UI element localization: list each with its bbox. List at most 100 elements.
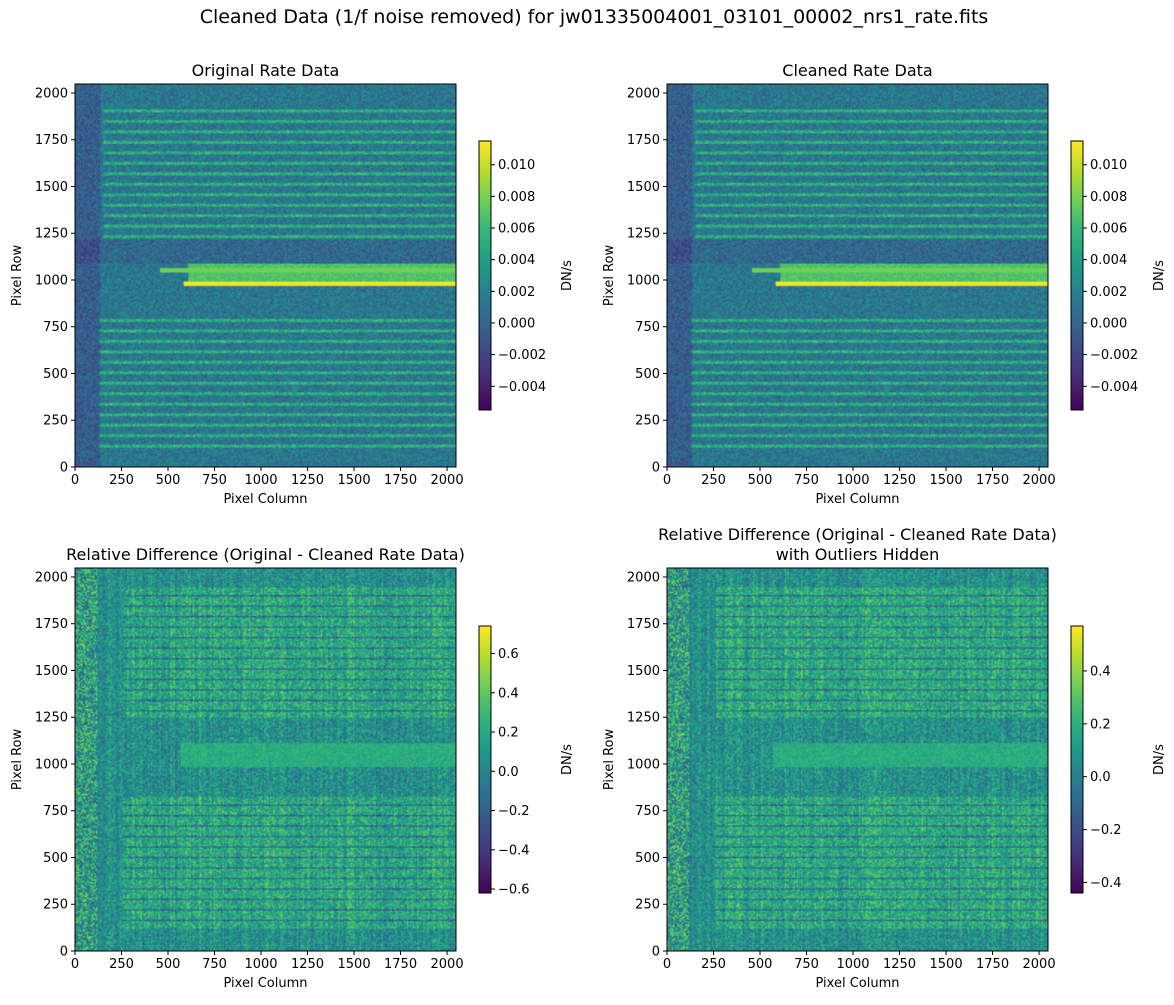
y-tick-label: 0 (652, 945, 660, 960)
y-tick-label: 0 (652, 461, 660, 476)
panel-title: Cleaned Rate Data (782, 61, 932, 80)
x-tick-label: 1250 (291, 957, 324, 972)
x-tick-label: 750 (794, 957, 819, 972)
figure-suptitle: Cleaned Data (1/f noise removed) for jw0… (199, 6, 989, 28)
x-tick-label: 750 (202, 957, 227, 972)
panel-title: Relative Difference (Original - Cleaned … (658, 525, 1057, 544)
x-tick-label: 1500 (930, 957, 963, 972)
y-tick-label: 1500 (627, 664, 660, 679)
y-tick-label: 750 (43, 804, 68, 819)
colorbar-tick-label: 0.010 (498, 158, 535, 173)
y-tick-label: 750 (43, 320, 68, 335)
x-tick-label: 1500 (338, 473, 371, 488)
colorbar-tick-label: 0.010 (1090, 158, 1127, 173)
heatmap-panel-4: Relative Difference (Original - Cleaned … (602, 525, 1167, 991)
x-tick-label: 500 (156, 473, 181, 488)
x-tick-label: 1750 (384, 473, 417, 488)
x-tick-label: 0 (71, 473, 79, 488)
y-tick-label: 0 (60, 461, 68, 476)
colorbar-tick-label: −0.2 (498, 804, 530, 819)
colorbar-tick-label: 0.2 (1090, 717, 1111, 732)
x-tick-label: 0 (663, 957, 671, 972)
x-tick-label: 250 (109, 473, 134, 488)
heatmap-image (667, 568, 1048, 951)
panel-title: with Outliers Hidden (776, 545, 940, 564)
x-tick-label: 2000 (1023, 473, 1056, 488)
y-tick-label: 1250 (35, 227, 68, 242)
y-axis-label: Pixel Row (10, 729, 25, 791)
y-tick-label: 500 (635, 851, 660, 866)
colorbar-tick-label: 0.0 (1090, 770, 1111, 785)
x-tick-label: 1750 (976, 473, 1009, 488)
y-tick-label: 1000 (627, 273, 660, 288)
colorbar-frame (478, 140, 492, 411)
colorbar-tick-label: 0.2 (498, 726, 519, 741)
y-axis-label: Pixel Row (602, 729, 617, 791)
colorbar-tick-label: 0.006 (498, 222, 535, 237)
y-tick-label: 2000 (627, 570, 660, 585)
colorbar-tick-label: −0.002 (1090, 348, 1138, 363)
colorbar-tick-label: 0.008 (498, 190, 535, 205)
colorbar-tick-label: 0.6 (498, 647, 519, 662)
x-tick-label: 1750 (384, 957, 417, 972)
y-tick-label: 250 (43, 898, 68, 913)
heatmap-image (75, 568, 456, 951)
colorbar: −0.6 −0.4 −0.2 0.0 0.2 0.4 0.6 DN/s (478, 625, 575, 898)
heatmap-panel-2: Cleaned Rate Data 0 250 500 750 1000 1250 1500 1… (602, 61, 1167, 507)
x-tick-label: 250 (109, 957, 134, 972)
colorbar-tick-label: 0.0 (498, 765, 519, 780)
colorbar-label: DN/s (560, 260, 575, 291)
x-tick-label: 1750 (976, 957, 1009, 972)
colorbar-tick-label: 0.4 (498, 686, 519, 701)
x-tick-label: 1000 (836, 957, 869, 972)
y-tick-label: 500 (43, 851, 68, 866)
colorbar-frame (478, 625, 492, 894)
colorbar-gradient (479, 626, 491, 893)
y-tick-label: 750 (635, 804, 660, 819)
y-axis-label: Pixel Row (602, 245, 617, 307)
colorbar-tick-label: 0.006 (1090, 222, 1127, 237)
y-tick-label: 1250 (627, 711, 660, 726)
y-tick-label: 1750 (627, 133, 660, 148)
y-tick-label: 2000 (35, 86, 68, 101)
y-tick-label: 1250 (35, 711, 68, 726)
heatmap-panel-1: Original Rate Data 0 250 500 750 1000 1250 1500… (10, 61, 575, 507)
y-tick-label: 1000 (35, 273, 68, 288)
x-tick-label: 1000 (836, 473, 869, 488)
x-tick-label: 2000 (431, 957, 464, 972)
y-tick-label: 250 (43, 414, 68, 429)
x-tick-label: 0 (71, 957, 79, 972)
colorbar-tick-label: −0.2 (1090, 823, 1122, 838)
heatmap-image (667, 84, 1048, 467)
x-tick-label: 1250 (291, 473, 324, 488)
y-tick-label: 1750 (35, 133, 68, 148)
colorbar-tick-label: −0.004 (1090, 380, 1138, 395)
y-tick-label: 1500 (35, 664, 68, 679)
colorbar-tick-label: 0.008 (1090, 190, 1127, 205)
x-tick-label: 1250 (883, 473, 916, 488)
x-tick-label: 1000 (244, 473, 277, 488)
x-tick-label: 750 (794, 473, 819, 488)
colorbar-tick-label: −0.4 (1090, 876, 1122, 891)
heatmap-panel-3: Relative Difference (Original - Cleaned … (10, 545, 575, 991)
colorbar-gradient (479, 141, 491, 410)
x-axis-label: Pixel Column (816, 976, 900, 991)
y-tick-label: 2000 (35, 570, 68, 585)
colorbar-label: DN/s (1152, 744, 1167, 775)
panel-title: Relative Difference (Original - Cleaned … (66, 545, 465, 564)
plot-frame (74, 83, 457, 468)
plot-frame (666, 567, 1049, 952)
y-tick-label: 1000 (627, 757, 660, 772)
y-tick-label: 500 (43, 367, 68, 382)
x-tick-label: 1000 (244, 957, 277, 972)
colorbar: −0.004 −0.002 0.000 0.002 0.004 0.006 0.008 0.0… (1070, 140, 1167, 411)
colorbar-tick-label: 0.004 (498, 253, 535, 268)
x-tick-label: 500 (748, 957, 773, 972)
colorbar-tick-label: −0.6 (498, 883, 530, 898)
x-tick-label: 2000 (431, 473, 464, 488)
x-axis-label: Pixel Column (224, 492, 308, 507)
y-tick-label: 2000 (627, 86, 660, 101)
x-tick-label: 500 (156, 957, 181, 972)
colorbar-label: DN/s (1152, 260, 1167, 291)
